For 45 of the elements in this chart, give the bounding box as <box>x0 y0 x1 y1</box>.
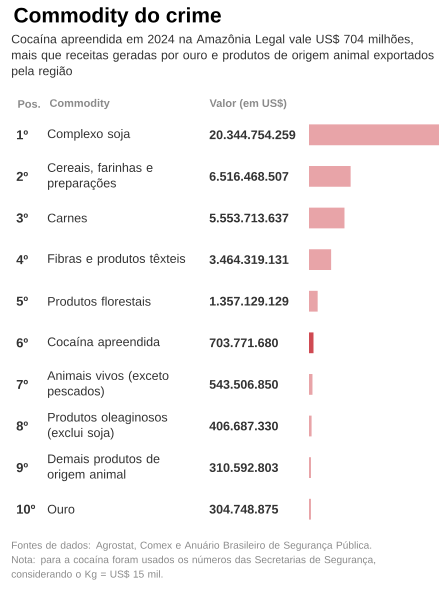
text: 4º <box>16 255 28 264</box>
text: 7º <box>16 380 28 389</box>
y-tick-label: Produtos oleaginosos (exclui soja) <box>48 412 168 440</box>
x-axis-title: Valor (em US$) <box>210 98 286 110</box>
data-label: 703.771.680 <box>210 338 278 348</box>
y-tick-label: Fibras e produtos têxteis <box>48 254 186 266</box>
y-tick-label: Carnes <box>48 214 87 222</box>
bar <box>308 249 332 270</box>
chart-subtitle: Cocaína apreendida em 2024 na Amazônia Legal vale US$ 704 milhões, mais que receitas geradas por ouro e produtos de origem animal exportados pela região <box>12 34 434 78</box>
data-label: 3.464.319.131 <box>209 255 288 264</box>
text: 1º <box>17 130 28 140</box>
text: 10º <box>17 504 36 514</box>
data-label: 304.748.875 <box>209 504 278 514</box>
bar <box>308 166 351 187</box>
bar <box>308 416 312 436</box>
y-tick-label: Animais vivos (exceto pescados) <box>47 370 168 398</box>
y-tick-label: Ouro <box>48 504 74 514</box>
y-tick-label: Complexo soja <box>48 129 130 141</box>
y-axis-title: Commodity <box>50 98 110 110</box>
bar <box>308 124 439 146</box>
data-label: 20.344.754.259 <box>210 130 296 140</box>
text: 9º <box>16 463 28 472</box>
data-label: 543.506.850 <box>210 380 278 389</box>
y-tick-label: Cocaína apreendida <box>48 336 160 349</box>
text: Pos. <box>18 100 40 108</box>
bar <box>308 290 318 312</box>
y-tick-label: Cereais, farinhas e preparações <box>48 162 153 190</box>
text: 3º <box>16 213 28 223</box>
text: 6º <box>16 338 28 348</box>
text: 2º <box>16 172 28 181</box>
data-label: 5.553.713.637 <box>210 214 288 222</box>
bar <box>308 208 344 228</box>
bar <box>308 332 314 354</box>
y-tick-label: Demais produtos de origem animal <box>48 454 160 482</box>
text: Nota: para a cocaína foram usados os números das Secretarias de Segurança, considerando o Kg = US$ 15 mil. <box>12 556 376 580</box>
text: 8º <box>16 421 28 431</box>
text: Fontes de dados: Agrostat, Comex e Anuário Brasileiro de Segurança Pública. <box>12 541 372 551</box>
data-label: 6.516.468.507 <box>210 172 288 181</box>
bar <box>308 374 312 395</box>
data-label: 310.592.803 <box>209 463 278 472</box>
y-tick-label: Produtos florestais <box>48 296 151 306</box>
text: Commodity do crime <box>14 7 221 27</box>
text: 5º <box>16 296 28 306</box>
data-label: 1.357.129.129 <box>210 296 288 306</box>
data-label: 406.687.330 <box>209 422 278 430</box>
